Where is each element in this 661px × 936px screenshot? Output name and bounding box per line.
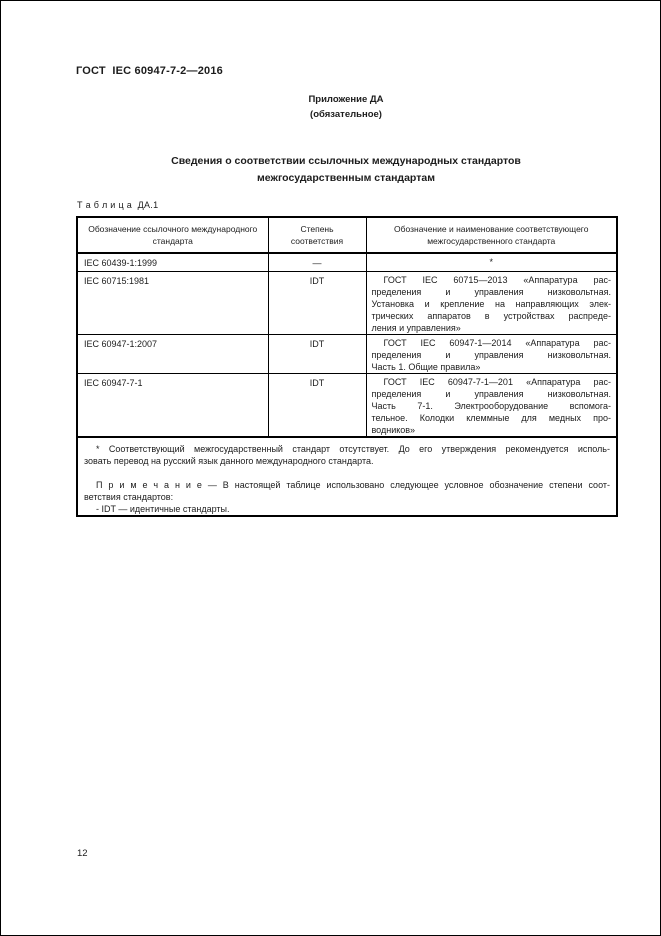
table-caption: Т а б л и ц а ДА.1 (77, 200, 159, 210)
text-line: зовать перевод на русский язык данного м… (84, 455, 374, 466)
matching-standard-cell: ГОСТ IEC 60715—2013 «Аппаратура рас-пред… (365, 270, 618, 335)
table-footnotes: * Соответствующий межгосударственный ста… (76, 435, 618, 516)
page-number: 12 (77, 848, 88, 859)
text-line: Часть 1. Общие правила» (371, 361, 481, 372)
text-line: трических аппаратов в устройствах распре… (371, 310, 612, 321)
text-line: водников» (371, 424, 416, 435)
standard-code-header: ГОСТ IEC 60947-7-2—2016 (76, 65, 223, 77)
degree-cell: — (267, 252, 367, 272)
text-line: пределения и управления низковольтная. (371, 349, 612, 360)
text-line: ления и управления» (371, 322, 461, 333)
table-row: IEC 60715:1981 IDT ГОСТ IEC 60715—2013 «… (76, 270, 618, 335)
text-line: ГОСТ IEC 60947-7-1—201 «Аппаратура рас- (383, 376, 612, 387)
footnote-cell: * Соответствующий межгосударственный ста… (76, 435, 618, 516)
text-line: Установка и крепление на направляющих эл… (371, 298, 612, 309)
table-body: IEC 60439-1:1999 — * IEC 60715:1981 IDT … (76, 252, 618, 437)
text-line: тельное. Колодки клеммные для медных про… (371, 412, 612, 423)
matching-standard-cell: * (365, 252, 618, 272)
table-row: IEC 60947-1:2007 IDT ГОСТ IEC 60947-1—20… (76, 333, 618, 374)
matching-standard-cell: ГОСТ IEC 60947-1—2014 «Аппаратура рас-пр… (365, 333, 618, 374)
text-line: Сведения о соответствии ссылочных междун… (171, 155, 521, 167)
table-row: IEC 60947-7-1 IDT ГОСТ IEC 60947-7-1—201… (76, 372, 618, 437)
page-title: Сведения о соответствии ссылочных междун… (46, 153, 646, 187)
column-header-matching-standard: Обозначение и наименование соответствующ… (365, 216, 618, 254)
correspondence-table: Обозначение ссылочного международного ст… (76, 216, 618, 517)
column-header-reference-standard: Обозначение ссылочного международного ст… (76, 216, 269, 254)
appendix-heading: Приложение ДА (обязательное) (76, 92, 616, 122)
ref-standard-cell: IEC 60439-1:1999 (76, 252, 269, 272)
footnote-idt: - IDT — идентичные стандарты. (96, 503, 230, 514)
footnote-star: * Соответствующий межгосударственный ста… (84, 443, 610, 467)
degree-cell: IDT (267, 372, 367, 437)
table-header: Обозначение ссылочного международного ст… (76, 216, 618, 254)
text-line: пределения и управления низковольтная. (371, 388, 612, 399)
text-line: межгосударственным стандартам (257, 172, 435, 184)
ref-standard-cell: IEC 60947-1:2007 (76, 333, 269, 374)
text-line: ГОСТ IEC 60947-1—2014 «Аппаратура рас- (383, 337, 612, 348)
text-line: П р и м е ч а н и е — В настоящей таблиц… (96, 479, 610, 490)
column-header-degree: Степень соответствия (267, 216, 367, 254)
text-line: ГОСТ IEC 60715—2013 «Аппаратура рас- (383, 274, 612, 285)
ref-standard-cell: IEC 60947-7-1 (76, 372, 269, 437)
text-line: * Соответствующий межгосударственный ста… (96, 443, 610, 454)
text-line: ветствия стандартов: (84, 491, 174, 502)
degree-cell: IDT (267, 270, 367, 335)
matching-standard-cell: ГОСТ IEC 60947-7-1—201 «Аппаратура рас-п… (365, 372, 618, 437)
degree-cell: IDT (267, 333, 367, 374)
footnote-note: П р и м е ч а н и е — В настоящей таблиц… (84, 479, 610, 503)
table-row: IEC 60439-1:1999 — * (76, 252, 618, 272)
text-line: * (489, 257, 493, 267)
text-line: Часть 7-1. Электрооборудование вспомога- (371, 400, 612, 411)
appendix-kind: (обязательное) (310, 109, 382, 120)
text-line: пределения и управления низковольтная. (371, 286, 612, 297)
ref-standard-cell: IEC 60715:1981 (76, 270, 269, 335)
appendix-label: Приложение ДА (308, 94, 384, 105)
